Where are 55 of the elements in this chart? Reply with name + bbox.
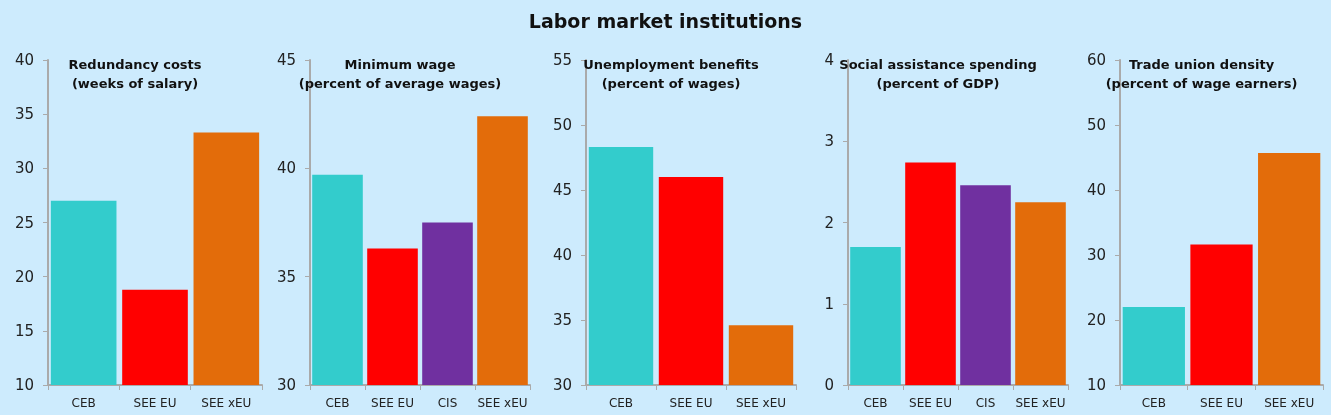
x-tick-label: CEB bbox=[325, 396, 350, 410]
y-tick-label: 40 bbox=[276, 159, 296, 178]
bar bbox=[960, 185, 1011, 385]
x-tick-label: CEB bbox=[608, 396, 634, 410]
y-tick-label: 50 bbox=[1086, 116, 1106, 134]
y-tick-label: 35 bbox=[276, 267, 296, 286]
text: Trade union density (percent of wage earners) bbox=[1105, 57, 1298, 91]
x-tick-label: SEE xEU bbox=[477, 396, 528, 410]
x-tick-label: SEE xEU bbox=[201, 396, 252, 410]
text: Labor market institutions bbox=[528, 9, 803, 32]
y-tick-label: 3 bbox=[824, 132, 834, 151]
x-tick-label: CIS bbox=[437, 396, 458, 410]
x-tick-label: SEE EU bbox=[133, 396, 177, 410]
y-tick-label: 40 bbox=[1086, 181, 1106, 199]
bar bbox=[850, 246, 901, 385]
y-tick-label: 40 bbox=[552, 246, 572, 264]
x-tick-label: SEE xEU bbox=[1264, 396, 1315, 410]
x-tick-label: SEE xEU bbox=[735, 396, 787, 410]
y-tick-label: 35 bbox=[552, 311, 572, 329]
y-tick-label: 40 bbox=[14, 51, 34, 69]
x-tick-label: SEE EU bbox=[371, 396, 414, 410]
x-tick-label: CEB bbox=[71, 396, 96, 410]
bar bbox=[1015, 202, 1066, 385]
y-tick-label: 50 bbox=[552, 116, 572, 134]
x-tick-label: CEB bbox=[1141, 396, 1166, 410]
y-tick-label: 45 bbox=[552, 181, 572, 199]
text: Unemployment benefits (percent of wages) bbox=[583, 57, 759, 91]
bar bbox=[905, 162, 956, 385]
y-tick-label: 45 bbox=[276, 51, 296, 69]
y-tick-label: 30 bbox=[552, 376, 572, 394]
y-tick-label: 35 bbox=[14, 105, 34, 124]
y-tick-label: 30 bbox=[1086, 246, 1106, 264]
y-tick-label: 25 bbox=[14, 213, 34, 232]
x-tick-label: SEE EU bbox=[909, 396, 952, 410]
y-tick-label: 2 bbox=[824, 213, 834, 232]
x-tick-label: SEE xEU bbox=[1015, 396, 1066, 410]
text: Social assistance spending (percent of GDP) bbox=[839, 57, 1037, 91]
y-tick-label: 10 bbox=[1086, 376, 1106, 394]
y-tick-label: 1 bbox=[824, 294, 834, 313]
x-tick-label: SEE EU bbox=[1200, 396, 1243, 410]
y-tick-label: 10 bbox=[14, 376, 34, 394]
y-tick-label: 30 bbox=[14, 159, 34, 178]
y-tick-label: 0 bbox=[824, 376, 834, 394]
y-tick-label: 55 bbox=[552, 51, 572, 69]
x-tick-label: CIS bbox=[975, 396, 996, 410]
y-tick-label: 20 bbox=[14, 267, 34, 286]
y-tick-label: 60 bbox=[1086, 51, 1106, 69]
text: Minimum wage (percent of average wages) bbox=[298, 57, 502, 91]
y-tick-label: 4 bbox=[824, 51, 834, 69]
x-tick-label: CEB bbox=[863, 396, 888, 410]
y-tick-label: 20 bbox=[1086, 311, 1106, 329]
text: Redundancy costs (weeks of salary) bbox=[68, 57, 202, 91]
y-tick-label: 30 bbox=[276, 376, 296, 394]
x-tick-label: SEE EU bbox=[669, 396, 713, 410]
y-tick-label: 15 bbox=[14, 321, 34, 340]
